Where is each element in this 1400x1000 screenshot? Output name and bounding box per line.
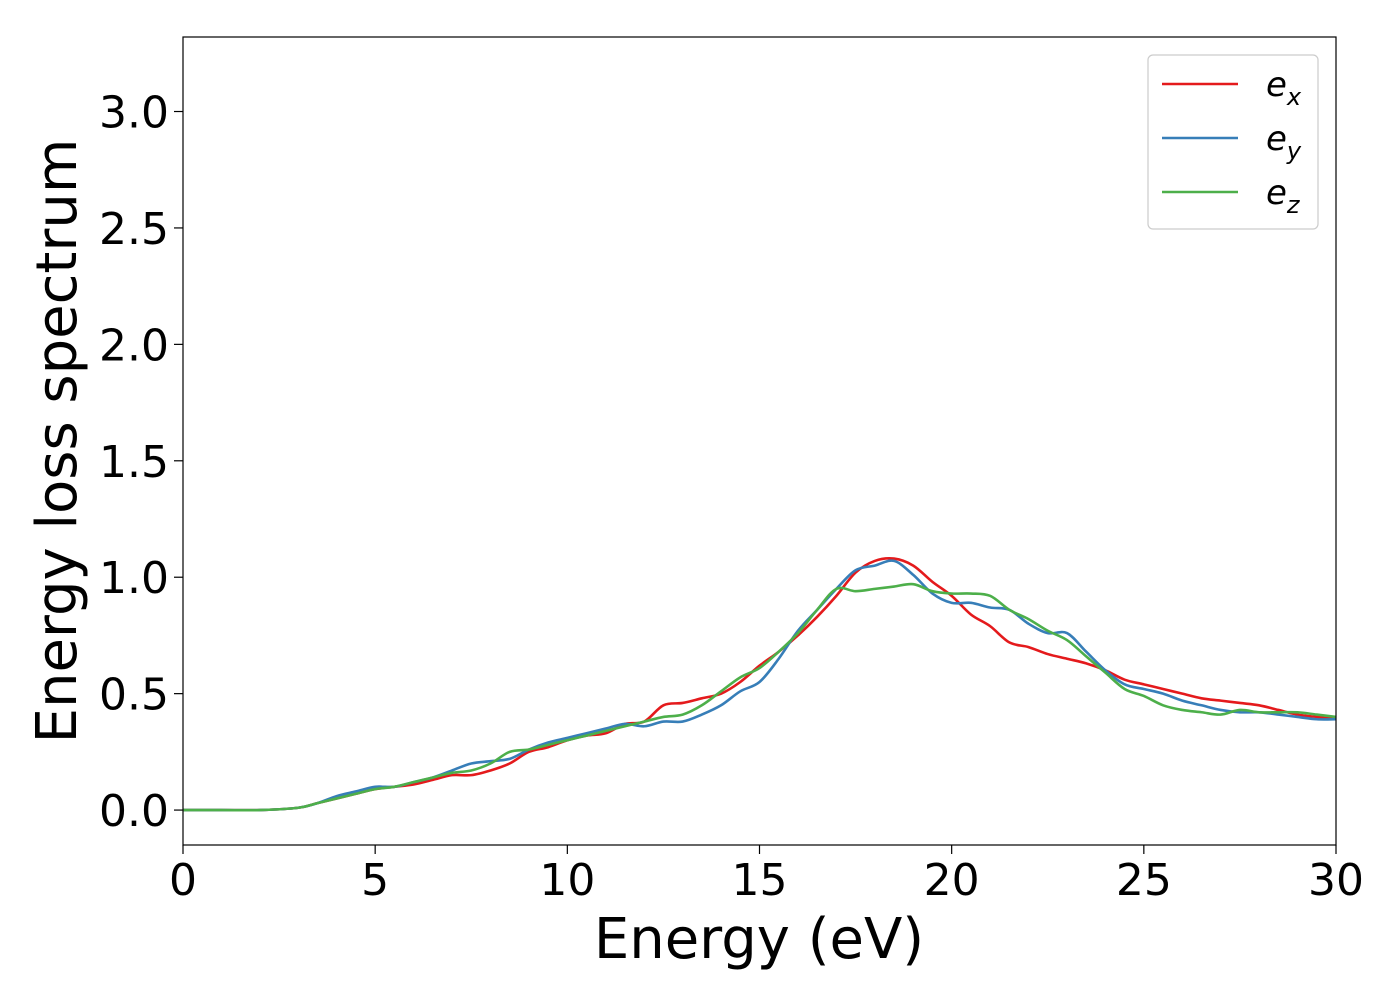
y-tick-label: 0.5 [99,670,169,721]
y-tick-label: 2.0 [99,320,169,371]
series-line-ez [182,582,1337,812]
legend-label-main: e [1266,173,1287,213]
legend-label-ex: ex [1266,65,1302,111]
legend-label-ez: ez [1266,173,1301,219]
x-tick-label: 20 [924,855,980,906]
x-tick-label: 10 [539,855,595,906]
y-tick-label: 2.5 [99,204,169,255]
y-tick-label: 1.0 [99,553,169,604]
legend-label-main: e [1266,65,1287,105]
x-tick-label: 15 [732,855,788,906]
legend-label-subscript: z [1286,191,1301,219]
x-tick-label: 25 [1116,855,1172,906]
legend-label-ey: ey [1266,119,1302,165]
y-tick-label: 3.0 [99,88,169,139]
x-tick-label: 0 [169,855,197,906]
legend-label-subscript: x [1286,83,1302,111]
y-tick-label: 0.0 [99,786,169,837]
legend-box [1147,54,1319,230]
x-tick-label: 5 [361,855,389,906]
legend-label-subscript: y [1286,137,1302,165]
x-axis-title: Energy (eV) [594,907,924,972]
series-layer [182,556,1337,812]
y-tick-label: 1.5 [99,437,169,488]
x-axis-ticks: 0 5 10 15 20 25 30 [169,845,1364,906]
y-axis-title: Energy loss spectrum [25,139,90,744]
legend-label-main: e [1266,119,1287,159]
x-tick-label: 30 [1308,855,1364,906]
y-axis-ticks: 0.0 0.5 1.0 1.5 2.0 2.5 3.0 [99,88,183,837]
